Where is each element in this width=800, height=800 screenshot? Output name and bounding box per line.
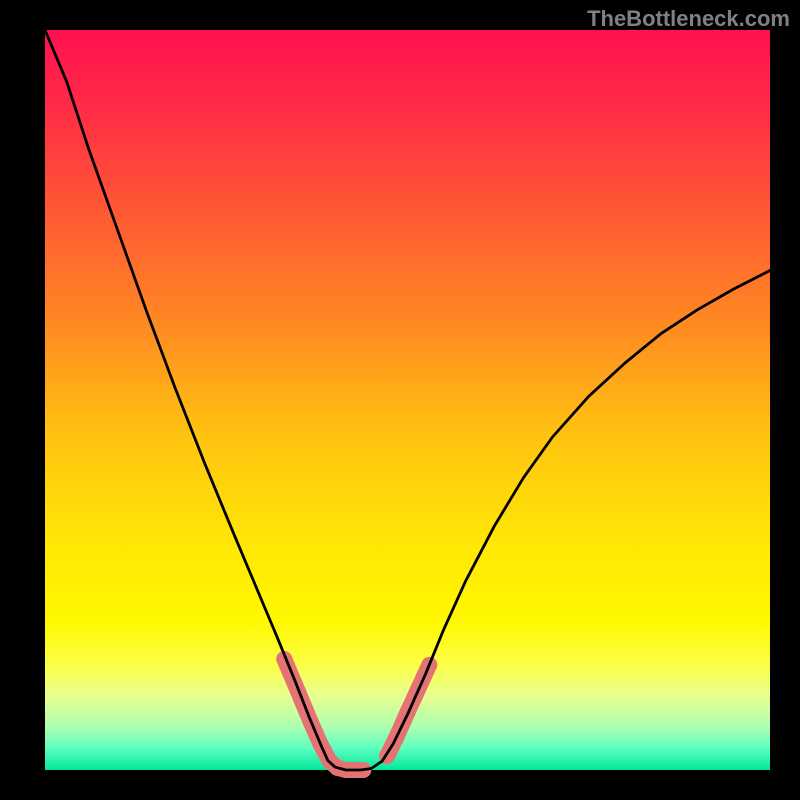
- figure-container: TheBottleneck.com: [0, 0, 800, 800]
- watermark-text: TheBottleneck.com: [587, 6, 790, 32]
- bottleneck-chart: [0, 0, 800, 800]
- plot-background: [45, 30, 770, 770]
